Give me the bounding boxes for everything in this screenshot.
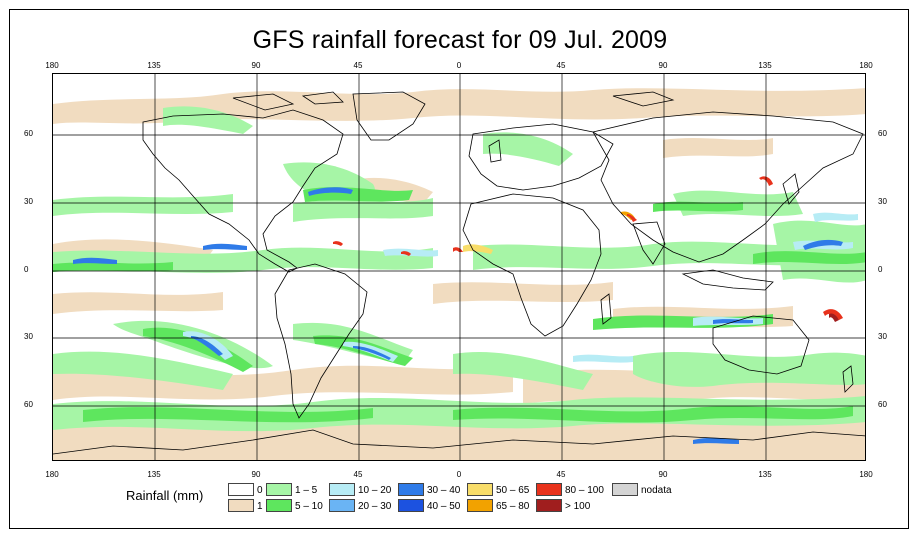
lon-tick-bottom: 45 <box>556 470 566 479</box>
lat-tick-left: 30 <box>24 197 33 206</box>
lon-tick-top: 45 <box>556 61 566 70</box>
japan-outline <box>782 173 800 205</box>
legend-swatch <box>266 483 292 496</box>
rain-20-40mm-areas <box>73 187 843 444</box>
lon-tick-top: 45 <box>353 61 363 70</box>
rain-heavy-areas <box>333 176 843 322</box>
lat-tick-left: 0 <box>24 265 29 274</box>
legend-swatch <box>398 499 424 512</box>
graticule <box>53 74 865 460</box>
lat-tick-left: 60 <box>24 400 33 409</box>
lat-tick-left: 30 <box>24 332 33 341</box>
lon-tick-bottom: 90 <box>658 470 668 479</box>
legend-swatch <box>228 483 254 496</box>
legend-label: 65 – 80 <box>496 501 530 512</box>
lon-tick-bottom: 180 <box>45 470 59 479</box>
lat-tick-right: 0 <box>878 265 883 274</box>
lon-tick-top: 180 <box>859 61 873 70</box>
new-zealand-outline <box>842 365 854 393</box>
uk-outline <box>488 139 502 163</box>
lon-tick-top: 135 <box>758 61 772 70</box>
map-title: GFS rainfall forecast for 09 Jul. 2009 <box>252 26 668 54</box>
lat-tick-right: 30 <box>878 332 887 341</box>
india-outline <box>632 221 666 265</box>
lon-tick-bottom: 135 <box>758 470 772 479</box>
legend-swatch <box>612 483 638 496</box>
legend-label: 50 – 65 <box>496 485 530 496</box>
legend-label: 0 <box>257 485 263 496</box>
madagascar-outline <box>600 293 612 325</box>
rainfall-map-canvas <box>53 74 865 460</box>
lat-tick-right: 60 <box>878 400 887 409</box>
lon-tick-bottom: 0 <box>456 470 462 479</box>
legend-swatch <box>536 499 562 512</box>
legend-swatch <box>467 483 493 496</box>
rainfall-map <box>52 73 866 461</box>
legend-label: 5 – 10 <box>295 501 323 512</box>
lat-tick-left: 60 <box>24 129 33 138</box>
legend-swatch <box>536 483 562 496</box>
lat-tick-right: 60 <box>878 129 887 138</box>
legend-label: 1 – 5 <box>295 485 318 496</box>
lon-tick-top: 90 <box>251 61 261 70</box>
lon-tick-bottom: 45 <box>353 470 363 479</box>
lon-tick-bottom: 135 <box>147 470 161 479</box>
legend-label: nodata <box>641 485 672 496</box>
south-america-outline <box>274 263 368 419</box>
legend-swatch <box>329 483 355 496</box>
lon-tick-bottom: 90 <box>251 470 261 479</box>
legend-swatch <box>398 483 424 496</box>
legend-label: 20 – 30 <box>358 501 392 512</box>
lon-tick-bottom: 180 <box>859 470 873 479</box>
legend-swatch <box>266 499 292 512</box>
legend-swatch <box>467 499 493 512</box>
australia-outline <box>712 315 810 375</box>
europe-outline <box>468 123 614 191</box>
antarctica-outline <box>53 429 865 455</box>
legend-swatch <box>228 499 254 512</box>
lat-tick-right: 30 <box>878 197 887 206</box>
africa-outline <box>462 193 602 337</box>
legend-label: 30 – 40 <box>427 485 461 496</box>
north-america-outline <box>142 109 344 273</box>
legend-swatch <box>329 499 355 512</box>
legend-label: 1 <box>257 501 263 512</box>
legend-label: 80 – 100 <box>565 485 604 496</box>
legend-label: 10 – 20 <box>358 485 392 496</box>
figure-frame <box>9 9 909 529</box>
indonesia-outline <box>681 269 774 291</box>
lon-tick-top: 90 <box>658 61 668 70</box>
legend-title: Rainfall (mm) <box>126 488 204 503</box>
legend-label: > 100 <box>565 501 591 512</box>
legend-label: 40 – 50 <box>427 501 461 512</box>
lon-tick-top: 0 <box>456 61 462 70</box>
asia-outline <box>592 111 864 263</box>
lon-tick-top: 180 <box>45 61 59 70</box>
arctic-islands-outline <box>232 91 675 111</box>
lon-tick-top: 135 <box>147 61 161 70</box>
